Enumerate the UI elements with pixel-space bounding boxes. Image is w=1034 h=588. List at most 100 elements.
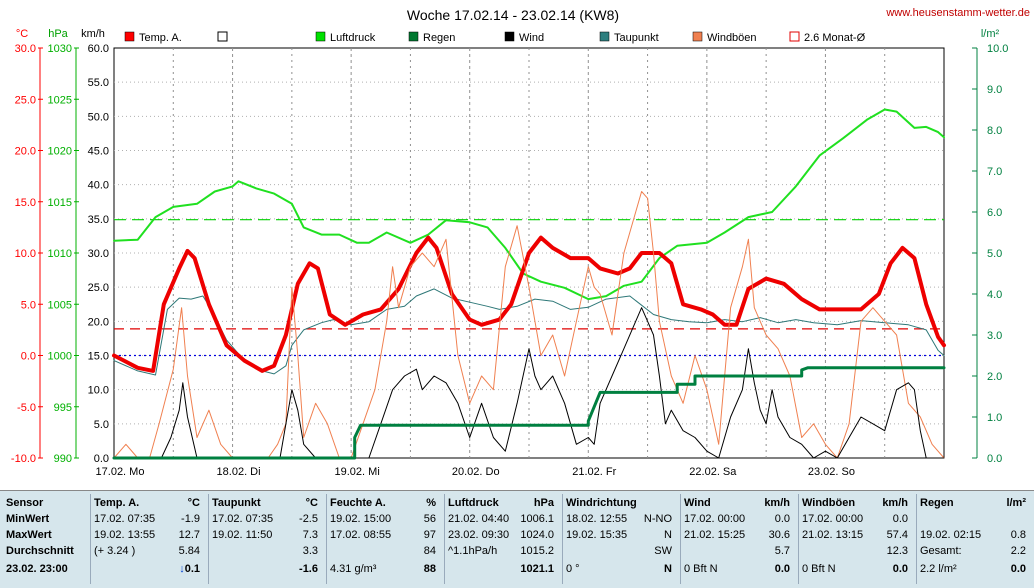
stats-winddir-current-value: N: [664, 561, 672, 577]
stats-wind-avg: 5.7: [684, 543, 794, 559]
stats-hum-min: 19.02. 15:00 56: [330, 511, 440, 527]
stats-dew-current-value: -1.6: [299, 561, 318, 577]
unit-wind: km/h: [81, 28, 105, 40]
legend-swatch: [217, 31, 228, 42]
legend-swatch: [504, 31, 515, 42]
rain-axis-tick: 8.0: [987, 125, 1002, 137]
stats-hum-current-value: 88: [424, 561, 436, 577]
x-axis-label: 18.02. Di: [217, 466, 261, 478]
stats-winddir-header-label: Windrichtung: [566, 497, 637, 509]
legend-label: Wind: [519, 32, 544, 44]
legend-label: Luftdruck: [330, 32, 376, 44]
stats-winddir-current-number: N: [664, 563, 672, 575]
stats-footer-time: 23.02. 23:00: [6, 563, 68, 575]
stats-label-avg: Durchschnitt: [6, 545, 74, 557]
stats-col-winddir: Windrichtung 18.02. 12:55 N-NO 19.02. 15:35…: [566, 495, 676, 584]
temp-axis-tick: 0.0: [21, 351, 36, 363]
series-line-wind: [113, 307, 945, 459]
temp-axis-tick: 30.0: [15, 43, 36, 55]
wind-axis-tick: 45.0: [88, 146, 109, 158]
stats-dew-avg-value: 3.3: [302, 545, 318, 557]
stats-rain-header-label: Regen: [920, 497, 954, 509]
rain-axis-tick: 3.0: [987, 330, 1002, 342]
stats-col-hum: Feuchte A.% 19.02. 15:00 56 17.02. 08:55 97 8…: [330, 495, 440, 584]
legend-swatch: [408, 31, 419, 42]
pressure-axis-tick: 1005: [48, 299, 72, 311]
stats-divider: [326, 494, 327, 584]
stats-dew-min-value: -2.5: [299, 513, 318, 525]
stats-rain-header-value: l/m²: [1006, 497, 1026, 509]
stats-label-min: MinWert: [6, 513, 50, 525]
legend-label: Taupunkt: [614, 32, 659, 44]
stats-wind-current: 0 Bft N 0.0: [684, 561, 794, 577]
stats-rain-current-label: 2.2 l/m²: [920, 563, 957, 575]
stats-rain-current-number: 0.0: [1010, 563, 1026, 575]
stats-rain-current: 2.2 l/m² 0.0: [920, 561, 1030, 577]
stats-temp-current: ↓0.1: [94, 561, 204, 577]
legend-swatch: [692, 31, 703, 42]
stats-wind-current-value: 0.0: [775, 561, 790, 577]
stats-col-wind: Wind km/h 17.02. 00:00 0.0 21.02. 15:25 30.6 5…: [684, 495, 794, 584]
stats-rain-avg-label: Gesamt:: [920, 545, 962, 557]
series-line-temp-a-: [112, 235, 946, 373]
stats-gust-max-label: 21.02. 13:15: [802, 529, 864, 541]
stats-wind-max: 21.02. 15:25 30.6: [684, 527, 794, 543]
wind-axis-tick: 55.0: [88, 77, 109, 89]
stats-wind-header-label: Wind: [684, 497, 711, 509]
stats-dew-min: 17.02. 07:35 -2.5: [212, 511, 322, 527]
stats-wind-avg-value: 5.7: [774, 545, 790, 557]
wind-axis-tick: 50.0: [88, 111, 109, 123]
legend-swatch: [315, 31, 326, 42]
stats-divider: [90, 494, 91, 584]
stats-wind-current-label: 0 Bft N: [684, 563, 718, 575]
stats-wind-min-value: 0.0: [774, 513, 790, 525]
stats-wind-min-label: 17.02. 00:00: [684, 513, 746, 525]
stats-wind-header-value: km/h: [764, 497, 790, 509]
stats-hum-header: Feuchte A.%: [330, 495, 440, 511]
stats-temp-header-value: °C: [187, 497, 200, 509]
stats-wind-max-value: 30.6: [768, 529, 790, 541]
wind-axis-tick: 20.0: [88, 316, 109, 328]
plot-area: 30.0 25.0 20.0 15.0 10.0 5.0 0.0 -5.0 -10.0 1030 1…: [11, 43, 1009, 478]
wind-axis-tick: 0.0: [94, 453, 109, 465]
stats-dew-min-label: 17.02. 07:35: [212, 513, 274, 525]
stats-label-max: MaxWert: [6, 529, 52, 541]
stats-gust-avg-value: 12.3: [886, 545, 908, 557]
stats-col-dew: Taupunkt °C 17.02. 07:35 -2.5 19.02. 11:50 7.…: [212, 495, 322, 584]
stats-col-gust: Windböen km/h 17.02. 00:00 0.0 21.02. 13:15 5…: [802, 495, 912, 584]
stats-temp-max-label: 19.02. 13:55: [94, 529, 156, 541]
stats-gust-current: 0 Bft N 0.0: [802, 561, 912, 577]
wind-axis-tick: 40.0: [88, 180, 109, 192]
stats-temp-max: 19.02. 13:55 12.7: [94, 527, 204, 543]
stats-press-header-value: hPa: [533, 497, 554, 509]
stats-winddir-header: Windrichtung: [566, 495, 676, 511]
stats-temp-current-value: ↓0.1: [179, 561, 200, 577]
pressure-axis-tick: 1020: [48, 146, 72, 158]
wind-axis-tick: 60.0: [88, 43, 109, 55]
stats-dew-header-value: °C: [305, 497, 318, 509]
stats-dew-header: Taupunkt °C: [212, 495, 322, 511]
pressure-axis-tick: 1010: [48, 248, 72, 260]
stats-dew-max-value: 7.3: [302, 529, 318, 541]
stats-gust-header-label: Windböen: [802, 497, 856, 509]
arrow-down-icon: ↓: [179, 563, 185, 575]
stats-dew-max: 19.02. 11:50 7.3: [212, 527, 322, 543]
stats-divider: [798, 494, 799, 584]
stats-temp-header-label: Temp. A.: [94, 497, 140, 509]
stats-hum-header-value: %: [426, 497, 436, 509]
stats-col-sensor: Sensor MinWert MaxWert Durchschnitt 23.0…: [6, 495, 86, 584]
legend-swatch: [789, 31, 800, 42]
series-line-regen: [112, 366, 946, 460]
unit-rain: l/m²: [981, 28, 1000, 40]
rain-axis-tick: 4.0: [987, 289, 1002, 301]
series-line-luftdruck: [113, 108, 945, 301]
legend-label: Regen: [423, 32, 455, 44]
legend-label: Temp. A.: [139, 32, 182, 44]
stats-press-min: 21.02. 04:40 1006.1: [448, 511, 558, 527]
legend-label: 2.6 Monat-Ø: [804, 32, 866, 44]
stats-winddir-min-label: 18.02. 12:55: [566, 513, 628, 525]
stats-divider: [916, 494, 917, 584]
site-url: www.heusenstamm-wetter.de: [885, 7, 1030, 19]
pressure-axis-tick: 1030: [48, 43, 72, 55]
temp-axis-tick: 20.0: [15, 146, 36, 158]
